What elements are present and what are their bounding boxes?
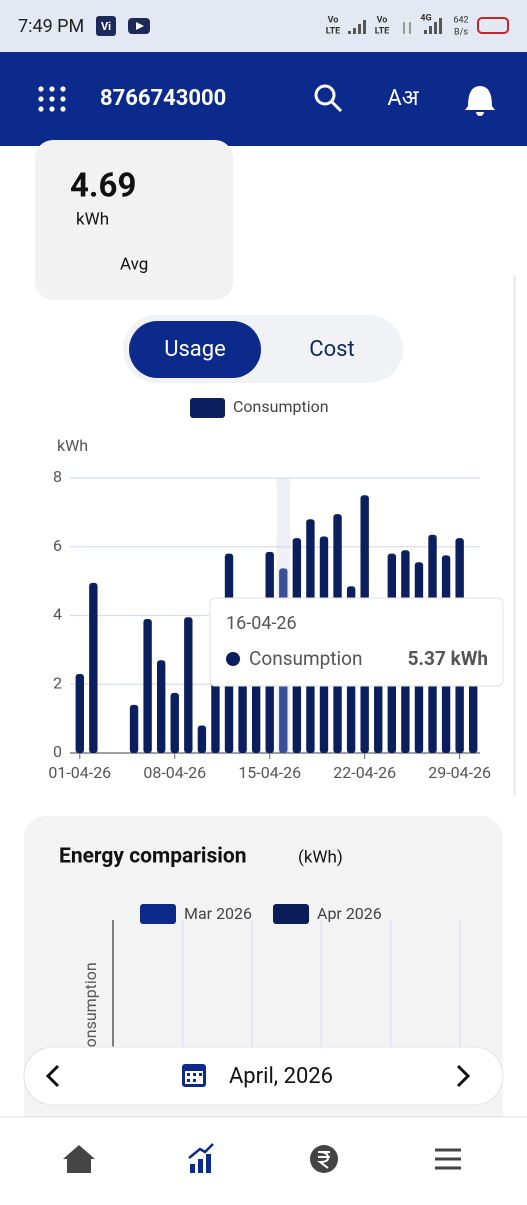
avg-card bbox=[35, 140, 233, 300]
y-axis-label: kWh bbox=[57, 436, 88, 455]
bar bbox=[75, 673, 84, 753]
bar bbox=[184, 617, 193, 753]
x-tick-label: 08-04-26 bbox=[143, 763, 206, 782]
x-tick-label: 22-04-26 bbox=[333, 763, 396, 782]
account-number[interactable]: 8766743000 bbox=[100, 86, 226, 111]
x-tick-label: 01-04-26 bbox=[48, 763, 111, 782]
nav-home[interactable] bbox=[63, 1145, 95, 1173]
legend-label: Apr 2026 bbox=[317, 904, 382, 923]
legend-swatch bbox=[273, 904, 309, 924]
legend-swatch bbox=[190, 398, 225, 418]
avg-label: Avg bbox=[120, 254, 148, 274]
apps-icon[interactable] bbox=[38, 86, 66, 112]
carrier-badge bbox=[96, 16, 116, 36]
bar bbox=[143, 618, 152, 753]
search-icon[interactable] bbox=[314, 84, 343, 113]
language-icon[interactable]: Aअ bbox=[387, 86, 419, 111]
legend-label: Mar 2026 bbox=[184, 904, 252, 923]
toggle-active[interactable] bbox=[129, 321, 261, 378]
x-tick-label: 29-04-26 bbox=[428, 763, 491, 782]
tooltip-value: 5.37 kWh bbox=[408, 647, 488, 670]
y-tick-label: 8 bbox=[53, 467, 62, 486]
signal bbox=[348, 20, 366, 34]
bar bbox=[170, 692, 179, 753]
yt-play bbox=[136, 22, 144, 30]
carrier: Vi bbox=[101, 20, 111, 33]
bar bbox=[89, 582, 98, 753]
signal bbox=[424, 18, 442, 34]
net-speed-unit: B/s bbox=[454, 27, 468, 37]
tooltip-series: Consumption bbox=[249, 647, 362, 670]
tooltip-date: 16-04-26 bbox=[226, 613, 297, 634]
legend-swatch bbox=[140, 904, 176, 924]
tooltip-dot bbox=[226, 652, 240, 666]
x-tick-label: 15-04-26 bbox=[238, 763, 301, 782]
net-label: Vo bbox=[328, 15, 339, 25]
bar bbox=[156, 660, 166, 753]
data-arrows bbox=[403, 22, 411, 34]
avg-value: 4.69 bbox=[70, 167, 136, 206]
month-label[interactable]: April, 2026 bbox=[229, 1064, 333, 1089]
toggle-option[interactable]: Usage bbox=[164, 337, 226, 362]
net-label: Vo bbox=[377, 15, 388, 25]
y-tick-label: 2 bbox=[53, 673, 62, 692]
comparison-chart: Mar 2026 Apr 2026 Consumption bbox=[81, 904, 461, 1058]
bar bbox=[129, 704, 139, 753]
bar bbox=[197, 725, 207, 753]
bell-icon[interactable] bbox=[465, 86, 495, 116]
tooltip bbox=[209, 597, 504, 687]
prev-month[interactable] bbox=[45, 1064, 60, 1088]
comparison-unit: (kWh) bbox=[298, 847, 343, 867]
y-tick-label: 6 bbox=[53, 536, 62, 555]
net-label: LTE bbox=[326, 26, 341, 36]
app-header bbox=[0, 52, 527, 146]
net-label: LTE bbox=[375, 26, 390, 36]
y-tick-label: 0 bbox=[53, 742, 62, 761]
toggle-option[interactable]: Cost bbox=[309, 337, 354, 362]
scrollbar bbox=[513, 275, 516, 795]
avg-unit: kWh bbox=[76, 209, 109, 229]
battery bbox=[477, 17, 509, 34]
y-axis-title: Consumption bbox=[81, 962, 100, 1058]
month-picker bbox=[23, 1046, 504, 1106]
nav-menu[interactable] bbox=[435, 1148, 461, 1170]
nav-usage[interactable] bbox=[188, 1143, 214, 1173]
comparison-title: Energy comparision bbox=[59, 845, 246, 869]
net-label: 4G bbox=[420, 13, 431, 23]
y-tick-label: 4 bbox=[53, 605, 62, 624]
nav-payment[interactable] bbox=[310, 1145, 338, 1173]
next-month[interactable] bbox=[456, 1064, 471, 1088]
legend-label: Consumption bbox=[233, 397, 329, 416]
calendar-icon[interactable] bbox=[182, 1064, 206, 1087]
usage-chart: Consumption kWh 0 2 4 6 8 01-04-26 08-04-26 15-04… bbox=[48, 397, 504, 782]
status-time: 7:49 PM bbox=[18, 16, 84, 37]
net-speed: 642 bbox=[453, 15, 468, 25]
